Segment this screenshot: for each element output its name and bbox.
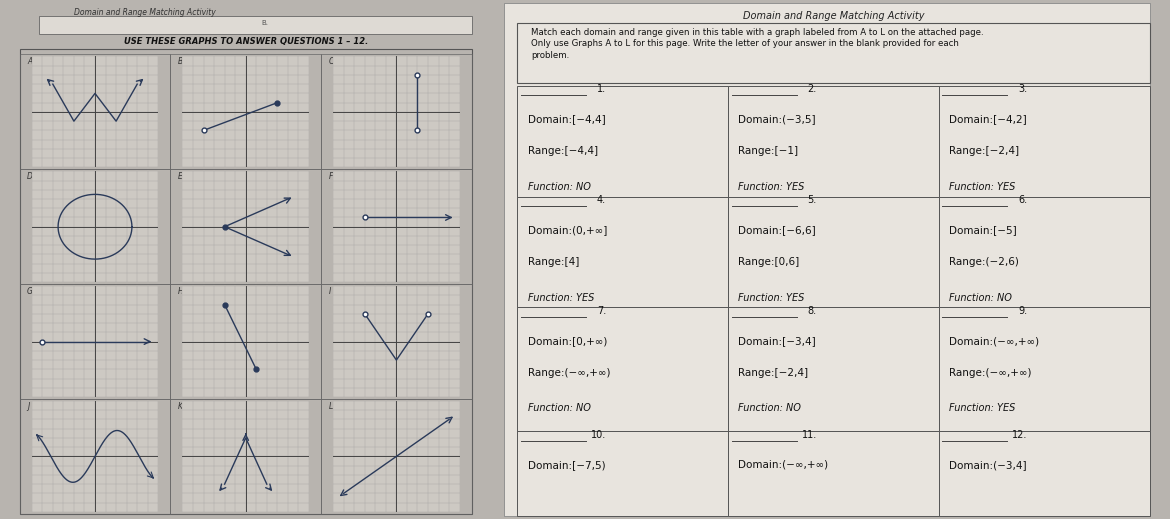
Text: Domain:[−7,5): Domain:[−7,5) <box>528 460 605 470</box>
Text: 1.: 1. <box>597 84 606 94</box>
Text: Function: YES: Function: YES <box>528 293 594 303</box>
Text: Domain and Range Matching Activity: Domain and Range Matching Activity <box>743 11 924 21</box>
Text: Function: NO: Function: NO <box>528 403 591 414</box>
FancyBboxPatch shape <box>728 307 940 431</box>
Text: Domain:[0,+∞): Domain:[0,+∞) <box>528 336 607 346</box>
Text: Domain:[−4,2]: Domain:[−4,2] <box>949 114 1027 124</box>
Text: Domain:[−4,4]: Domain:[−4,4] <box>528 114 605 124</box>
Text: L: L <box>329 402 332 411</box>
Text: H: H <box>178 286 184 296</box>
Text: USE THESE GRAPHS TO ANSWER QUESTIONS 1 – 12.: USE THESE GRAPHS TO ANSWER QUESTIONS 1 –… <box>124 37 367 46</box>
FancyBboxPatch shape <box>940 197 1150 307</box>
Text: Function: YES: Function: YES <box>949 182 1016 192</box>
Text: Range:(−2,6): Range:(−2,6) <box>949 257 1019 267</box>
Text: A: A <box>27 57 33 66</box>
Text: 3.: 3. <box>1018 84 1027 94</box>
Text: G: G <box>27 286 33 296</box>
Text: 11.: 11. <box>801 430 817 440</box>
Text: Range:[−2,4]: Range:[−2,4] <box>738 368 808 378</box>
Text: Function: YES: Function: YES <box>738 182 805 192</box>
Text: 9.: 9. <box>1018 306 1027 316</box>
Text: Domain:[−3,4]: Domain:[−3,4] <box>738 336 815 346</box>
Text: Domain:[−6,6]: Domain:[−6,6] <box>738 225 815 235</box>
Text: Function: YES: Function: YES <box>949 403 1016 414</box>
Text: 12.: 12. <box>1012 430 1027 440</box>
Text: Domain and Range Matching Activity: Domain and Range Matching Activity <box>74 8 215 17</box>
Text: K: K <box>178 402 183 411</box>
Text: Function: YES: Function: YES <box>738 293 805 303</box>
Text: Range:(−∞,+∞): Range:(−∞,+∞) <box>528 368 610 378</box>
FancyBboxPatch shape <box>940 431 1150 516</box>
Text: Domain:(−∞,+∞): Domain:(−∞,+∞) <box>949 336 1039 346</box>
FancyBboxPatch shape <box>517 86 728 197</box>
Text: Range:[4]: Range:[4] <box>528 257 579 267</box>
Text: Domain:[−5]: Domain:[−5] <box>949 225 1017 235</box>
Text: 10.: 10. <box>591 430 606 440</box>
Text: 5.: 5. <box>807 195 817 205</box>
Text: Domain:(−3,4]: Domain:(−3,4] <box>949 460 1027 470</box>
Text: Match each domain and range given in this table with a graph labeled from A to L: Match each domain and range given in thi… <box>531 28 984 60</box>
Text: B: B <box>178 57 183 66</box>
Text: Function: NO: Function: NO <box>949 293 1012 303</box>
Text: Domain:(−3,5]: Domain:(−3,5] <box>738 114 815 124</box>
Text: Function: NO: Function: NO <box>528 182 591 192</box>
Text: D: D <box>27 172 33 181</box>
Text: F: F <box>329 172 332 181</box>
FancyBboxPatch shape <box>517 307 728 431</box>
FancyBboxPatch shape <box>940 307 1150 431</box>
Text: Range:[−4,4]: Range:[−4,4] <box>528 146 598 156</box>
Text: Range:(−∞,+∞): Range:(−∞,+∞) <box>949 368 1032 378</box>
FancyBboxPatch shape <box>728 197 940 307</box>
FancyBboxPatch shape <box>504 3 1150 516</box>
Text: B.: B. <box>262 20 269 26</box>
FancyBboxPatch shape <box>517 431 728 516</box>
Text: Domain:(0,+∞]: Domain:(0,+∞] <box>528 225 607 235</box>
Text: 6.: 6. <box>1018 195 1027 205</box>
Text: J: J <box>27 402 29 411</box>
Text: Range:[0,6]: Range:[0,6] <box>738 257 799 267</box>
Text: Domain:(−∞,+∞): Domain:(−∞,+∞) <box>738 460 828 470</box>
FancyBboxPatch shape <box>517 23 1150 83</box>
Text: Range:[−2,4]: Range:[−2,4] <box>949 146 1019 156</box>
Text: 4.: 4. <box>597 195 606 205</box>
Text: C: C <box>329 57 333 66</box>
FancyBboxPatch shape <box>517 197 728 307</box>
Text: I: I <box>329 286 331 296</box>
FancyBboxPatch shape <box>728 86 940 197</box>
Text: 8.: 8. <box>807 306 817 316</box>
Text: 2.: 2. <box>807 84 817 94</box>
FancyBboxPatch shape <box>728 431 940 516</box>
Text: Range:[−1]: Range:[−1] <box>738 146 798 156</box>
Text: E: E <box>178 172 183 181</box>
FancyBboxPatch shape <box>40 16 472 34</box>
Text: 7.: 7. <box>597 306 606 316</box>
Text: Function: NO: Function: NO <box>738 403 801 414</box>
FancyBboxPatch shape <box>940 86 1150 197</box>
